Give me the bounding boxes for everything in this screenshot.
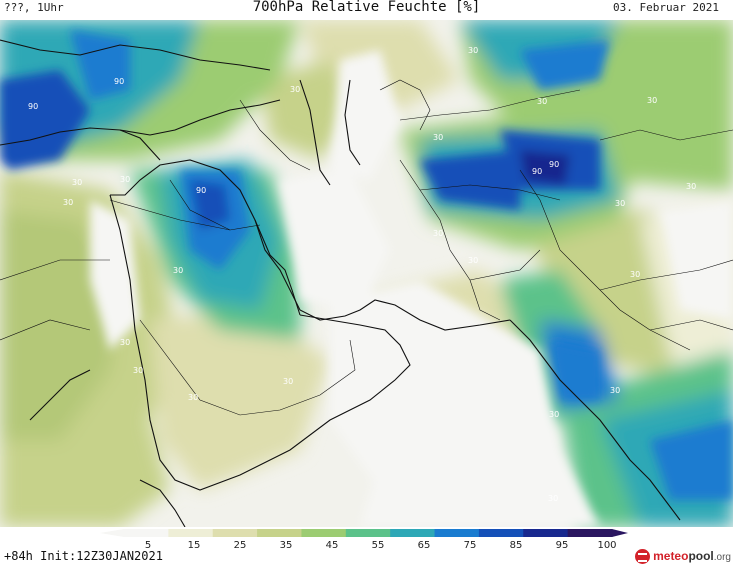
colorbar	[100, 529, 628, 537]
colorbar-segment	[345, 529, 391, 537]
contour-label: 90	[114, 77, 124, 86]
colorbar-tick-label: 85	[509, 540, 523, 551]
colorbar-segment	[257, 529, 302, 537]
contour-label: 30	[63, 198, 73, 207]
contour-label: 30	[433, 229, 443, 238]
contour-label: 30	[468, 46, 478, 55]
colorbar-segment	[124, 529, 169, 537]
logo-pool-text: pool	[688, 549, 714, 563]
colorbar-segment	[301, 529, 347, 537]
colorbar-tick-label: 100	[597, 540, 617, 551]
borders	[0, 79, 733, 416]
coastlines	[0, 39, 681, 527]
colorbar-segment	[168, 529, 214, 537]
colorbar-tick-label: 25	[233, 540, 247, 551]
colorbar-segment	[212, 529, 258, 537]
colorbar-segment	[567, 529, 613, 537]
humidity-map: 30 30 90 30 90 30 30 30 90 30 30 30 30 3…	[0, 20, 733, 527]
contour-label: 30	[647, 96, 657, 105]
colorbar-segment	[478, 529, 524, 537]
contour-label: 90	[28, 102, 38, 111]
map-title: 700hPa Relative Feuchte [%]	[252, 0, 481, 15]
header: ???, 1Uhr 700hPa Relative Feuchte [%] 03…	[0, 0, 733, 20]
contour-label: 30	[610, 386, 620, 395]
colorbar-tick-label: 5	[144, 540, 152, 551]
colorbar-segment	[523, 529, 569, 537]
contour-label: 90	[549, 160, 559, 169]
colorbar-segment	[390, 529, 436, 537]
contour-label: 30	[283, 377, 293, 386]
forecast-init-label: +84h Init:12Z30JAN2021	[4, 549, 163, 563]
colorbar-tip-left	[100, 529, 124, 537]
contour-label: 30	[468, 256, 478, 265]
colorbar-tick-label: 65	[417, 540, 431, 551]
meteopool-logo-icon	[635, 548, 651, 564]
contour-label: 30	[548, 494, 558, 503]
colorbar-segments	[100, 529, 628, 537]
colorbar-tick-label: 45	[325, 540, 339, 551]
contour-label: 30	[188, 393, 198, 402]
valid-time-label: ???, 1Uhr	[4, 1, 64, 14]
colorbar-tick-label: 15	[187, 540, 201, 551]
colorbar-tick-label: 75	[463, 540, 477, 551]
high-humidity-cores	[0, 30, 733, 527]
map-canvas: 30 30 90 30 90 30 30 30 90 30 30 30 30 3…	[0, 20, 733, 527]
contour-label: 30	[549, 410, 559, 419]
colorbar-segment	[434, 529, 480, 537]
contour-label: 30	[433, 133, 443, 142]
colorbar-tip-right	[612, 529, 628, 537]
colorbar-tick-label: 35	[279, 540, 293, 551]
date-label: 03. Februar 2021	[613, 1, 719, 14]
contour-label: 30	[120, 338, 130, 347]
colorbar-tick-label: 95	[555, 540, 569, 551]
contour-label: 30	[290, 85, 300, 94]
contour-label: 90	[532, 167, 542, 176]
contour-label: 30	[615, 199, 625, 208]
colorbar-labels: 5 15 25 35 45 55 65 75 85 95 100	[0, 540, 733, 554]
contour-label: 30	[133, 366, 143, 375]
contour-label: 30	[120, 175, 130, 184]
logo-org-text: .org	[713, 552, 731, 563]
contour-label: 90	[196, 186, 206, 195]
contour-label: 30	[537, 97, 547, 106]
contour-label: 30	[173, 266, 183, 275]
contour-labels: 30 30 90 30 90 30 30 30 90 30 30 30 30 3…	[28, 46, 696, 503]
logo-meteo-text: meteo	[653, 549, 689, 563]
meteopool-logo[interactable]: meteopool.org	[635, 547, 731, 565]
colorbar-tick-label: 55	[371, 540, 385, 551]
contour-label: 30	[630, 270, 640, 279]
contour-label: 30	[686, 182, 696, 191]
contour-label: 30	[72, 178, 82, 187]
